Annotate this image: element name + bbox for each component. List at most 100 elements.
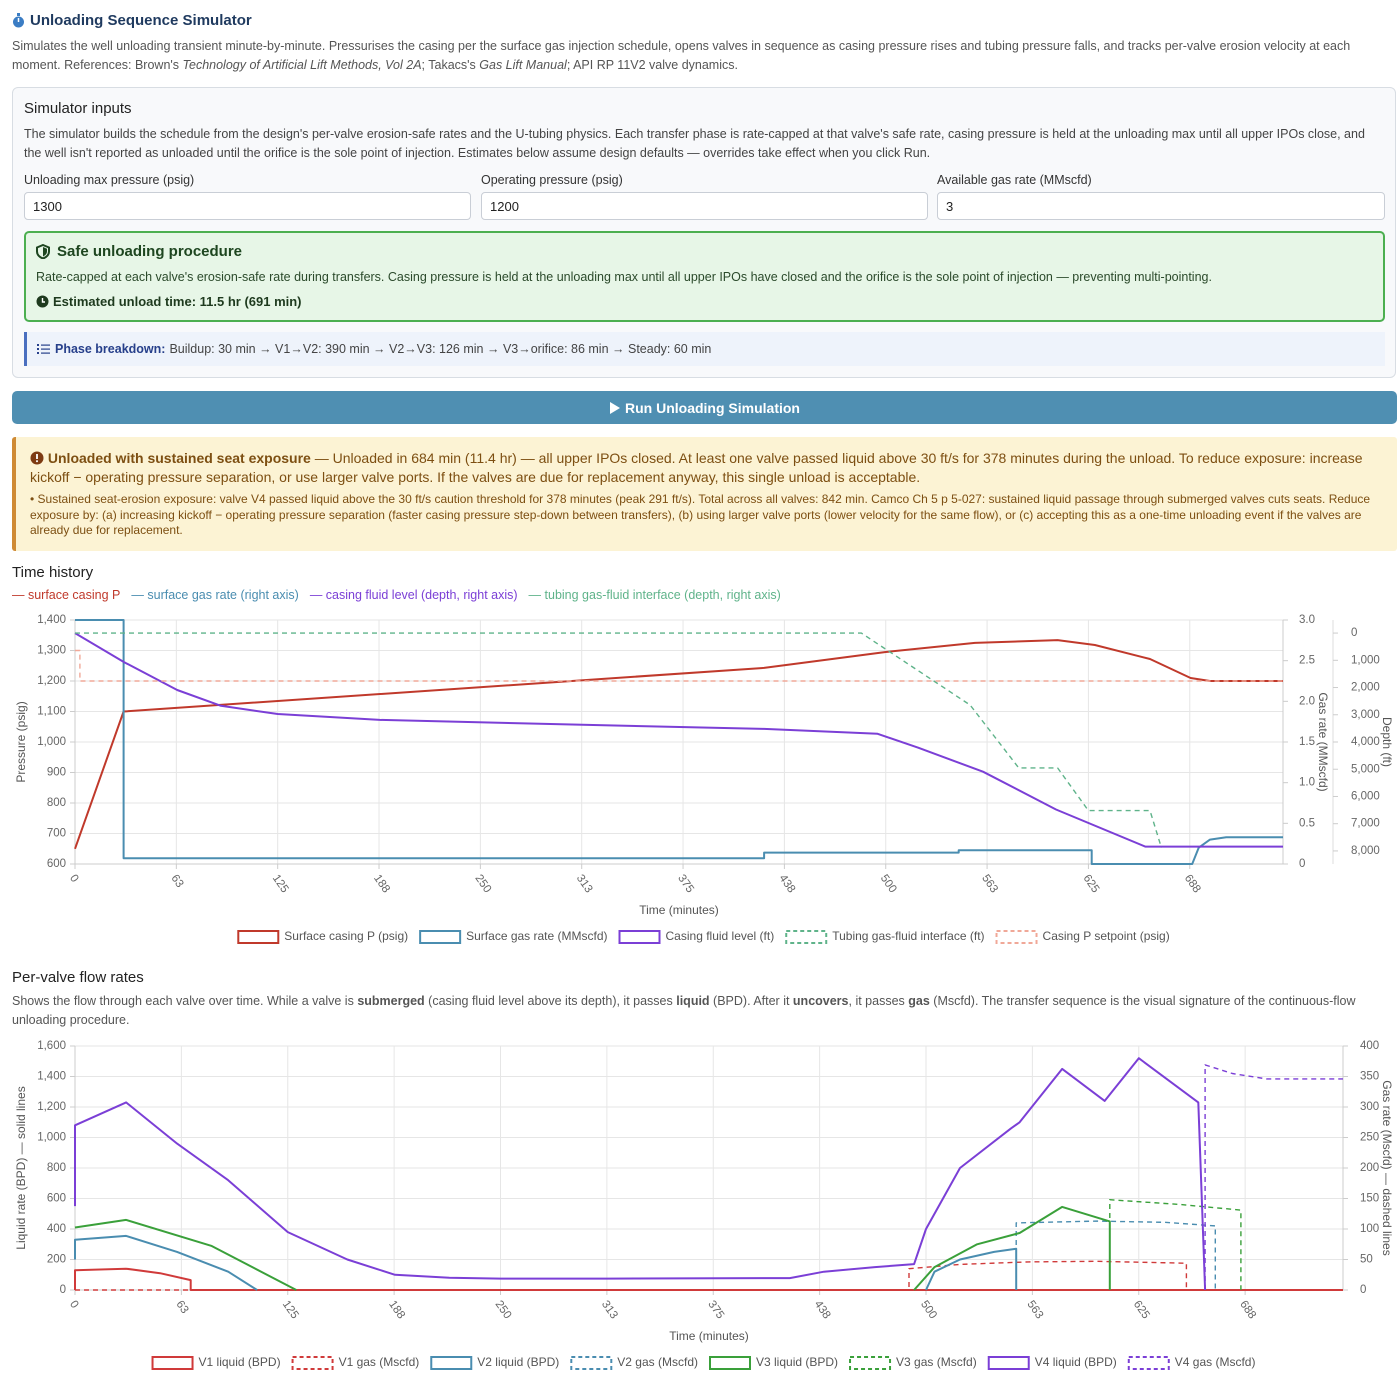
y3-tick-label: 7,000 bbox=[1351, 818, 1380, 830]
series-line bbox=[75, 632, 1163, 848]
text-input[interactable] bbox=[937, 192, 1385, 220]
page-title: Unloading Sequence Simulator bbox=[30, 12, 252, 29]
text: , it passes bbox=[848, 994, 909, 1008]
warning-box: Unloaded with sustained seat exposure — … bbox=[12, 437, 1397, 551]
text-input[interactable] bbox=[24, 192, 471, 220]
text: Simulates the well unloading transient m… bbox=[12, 39, 1351, 72]
legend-item: V2 gas (Mscfd) bbox=[570, 1355, 698, 1370]
field-label: Unloading max pressure (psig) bbox=[24, 173, 195, 187]
grid bbox=[70, 619, 1338, 869]
y-tick-label: 1,400 bbox=[37, 614, 66, 626]
y-tick-label: 600 bbox=[47, 1193, 66, 1205]
legend-item: V2 liquid (BPD) bbox=[430, 1355, 559, 1370]
valve-flow-chart: 0 63 125 188 250 313 375 438 500 563 625 6880200400… bbox=[14, 1040, 1394, 1370]
y-tick-label: 0 bbox=[60, 1284, 66, 1296]
x-axis-title: Time (minutes) bbox=[639, 903, 719, 917]
stopwatch-icon bbox=[13, 13, 24, 28]
section-title: Per-valve flow rates bbox=[12, 969, 144, 986]
y-tick-label: 400 bbox=[47, 1223, 66, 1235]
header: Unloading Sequence Simulator bbox=[12, 12, 252, 29]
x-tick-label: 375 bbox=[705, 1299, 726, 1322]
y-tick-label: 1,100 bbox=[37, 706, 66, 718]
legend-label: Surface gas rate (MMscfd) bbox=[466, 929, 607, 943]
y3-tick-label: 2,000 bbox=[1351, 682, 1380, 694]
legend-swatch bbox=[987, 1356, 1030, 1370]
section-title: Time history bbox=[12, 564, 94, 581]
y2-tick-label: 0 bbox=[1360, 1284, 1366, 1296]
legend-item: V1 liquid (BPD) bbox=[151, 1355, 281, 1370]
phase-label: Phase breakdown: bbox=[55, 342, 166, 356]
y-axis-title: Liquid rate (BPD) — solid lines bbox=[14, 1086, 28, 1249]
y2-tick-label: 50 bbox=[1360, 1254, 1373, 1266]
text: (BPD). After it bbox=[709, 994, 793, 1008]
y-tick-label: 1,200 bbox=[37, 1101, 66, 1113]
phase-box: Phase breakdown: Buildup: 30 min → V1→V2… bbox=[24, 332, 1385, 366]
series-line bbox=[74, 632, 1283, 848]
y-tick-label: 700 bbox=[47, 828, 66, 840]
y-tick-label: 1,000 bbox=[37, 1132, 66, 1144]
y-tick-label: 1,300 bbox=[37, 645, 66, 657]
y3-tick-label: 5,000 bbox=[1351, 763, 1380, 775]
y2-tick-label: 0.5 bbox=[1299, 817, 1315, 829]
series-line bbox=[75, 619, 1283, 865]
legend-item: Casing P setpoint (psig) bbox=[995, 929, 1170, 944]
y-tick-label: 600 bbox=[47, 858, 66, 870]
x-tick-label: 63 bbox=[173, 1299, 190, 1316]
key-item: — surface casing P bbox=[12, 588, 121, 602]
y-tick-label: 800 bbox=[47, 1162, 66, 1174]
y-tick-label: 1,600 bbox=[37, 1040, 66, 1052]
grid bbox=[70, 1045, 1348, 1295]
y2-tick-label: 200 bbox=[1360, 1162, 1379, 1174]
warning-text: — Unloaded in 684 min (11.4 hr) — all up… bbox=[30, 450, 1363, 485]
legend-label: Surface casing P (psig) bbox=[284, 929, 408, 943]
time-history-chart: 0 63 125 188 250 313 375 438 500 563 625 688 600 700 8… bbox=[14, 614, 1394, 944]
legend-swatch bbox=[237, 930, 280, 944]
y3-tick-label: 0 bbox=[1351, 627, 1357, 639]
x-tick-label: 563 bbox=[979, 873, 1000, 896]
text: (Mscfd). The transfer sequence is the vi… bbox=[12, 994, 1356, 1027]
x-tick-label: 0 bbox=[67, 1299, 81, 1311]
legend-swatch bbox=[430, 1356, 473, 1370]
legend-swatch bbox=[995, 930, 1038, 944]
run-button[interactable]: Run Unloading Simulation bbox=[12, 391, 1397, 424]
series-line bbox=[74, 1234, 1018, 1291]
legend-item: V4 liquid (BPD) bbox=[987, 1355, 1117, 1370]
series-line bbox=[74, 1205, 1111, 1291]
series-line bbox=[74, 1057, 1207, 1291]
x-tick-label: 250 bbox=[472, 873, 493, 896]
legend-label: V4 liquid (BPD) bbox=[1035, 1355, 1117, 1369]
emphasis: submerged bbox=[357, 994, 425, 1008]
legend-swatch bbox=[849, 1356, 892, 1370]
legend-label: V3 liquid (BPD) bbox=[756, 1355, 838, 1369]
legend-item: Tubing gas-fluid interface (ft) bbox=[785, 929, 985, 944]
y-tick-label: 1,000 bbox=[37, 736, 66, 748]
y2-tick-label: 0 bbox=[1299, 858, 1305, 870]
legend-swatch bbox=[1127, 1356, 1170, 1370]
y3-tick-label: 3,000 bbox=[1351, 709, 1380, 721]
estimate: Estimated unload time: 11.5 hr (691 min) bbox=[53, 294, 302, 309]
legend-label: V1 gas (Mscfd) bbox=[339, 1355, 420, 1369]
field-label: Available gas rate (MMscfd) bbox=[937, 173, 1092, 187]
warning-main: Unloaded with sustained seat exposure — … bbox=[30, 449, 1385, 487]
y2-tick-label: 150 bbox=[1360, 1193, 1379, 1205]
legend-item: V1 gas (Mscfd) bbox=[291, 1355, 420, 1370]
emphasis: liquid bbox=[676, 994, 710, 1008]
alert-icon bbox=[30, 451, 44, 465]
series-line bbox=[1204, 1064, 1343, 1290]
text-input[interactable] bbox=[481, 192, 928, 220]
legend-swatch bbox=[785, 930, 828, 944]
legend: V1 liquid (BPD) V1 gas (Mscfd) V2 liquid (… bbox=[151, 1355, 1255, 1370]
play-icon bbox=[610, 401, 620, 414]
x-tick-label: 313 bbox=[574, 873, 595, 896]
x-tick-label: 63 bbox=[168, 873, 185, 890]
y-tick-label: 800 bbox=[47, 797, 66, 809]
y2-tick-label: 100 bbox=[1360, 1223, 1379, 1235]
text: ; Takacs's bbox=[421, 58, 480, 72]
inputs-note: The simulator builds the schedule from t… bbox=[24, 127, 1365, 160]
x-tick-label: 688 bbox=[1237, 1299, 1258, 1322]
text: ; API RP 11V2 valve dynamics. bbox=[566, 58, 738, 72]
x-tick-label: 188 bbox=[386, 1299, 407, 1322]
x-tick-label: 438 bbox=[812, 1299, 833, 1322]
series-line bbox=[74, 1267, 1343, 1291]
